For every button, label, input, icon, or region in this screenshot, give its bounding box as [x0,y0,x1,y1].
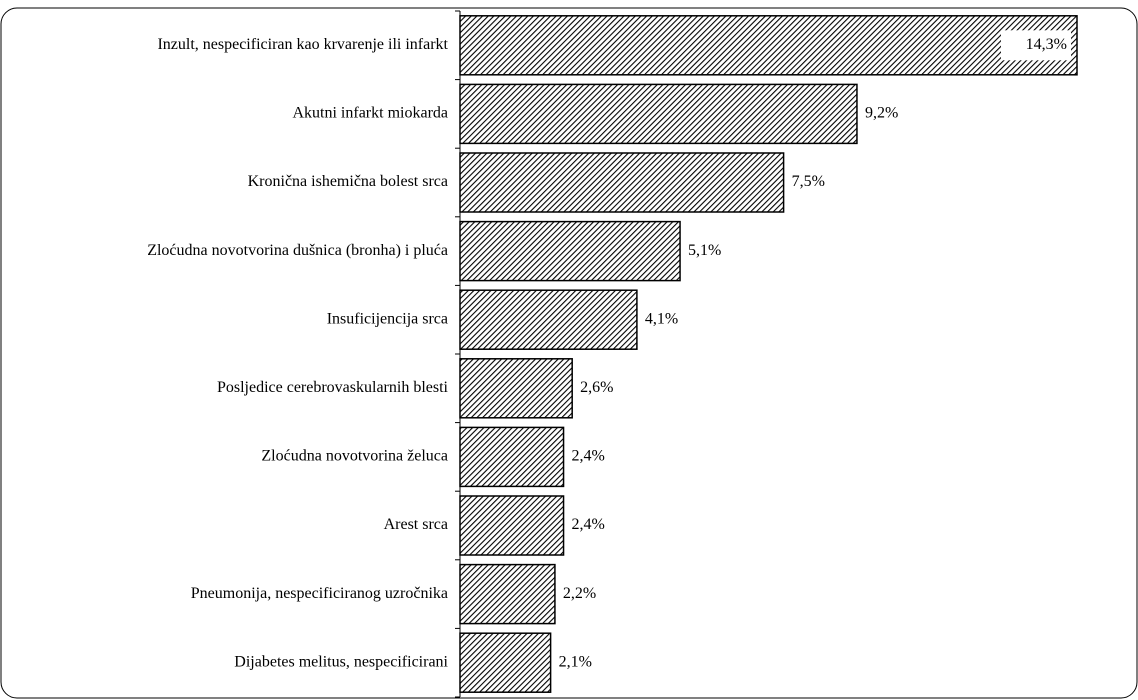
bar [459,426,565,488]
y-tick-label: Posljedice cerebrovaskularnih blesti [217,379,449,396]
value-label: 7,5% [792,173,825,190]
value-label: 2,4% [572,448,605,465]
value-label: 5,1% [688,242,721,259]
bar [459,152,785,213]
value-label: 2,6% [580,379,613,396]
bar [459,563,556,625]
y-tick-label: Dijabetes melitus, nespecificirani [234,653,448,670]
value-label: 2,2% [563,585,596,602]
y-tick-label: Pneumonija, nespecificiranog uzročnika [191,585,448,602]
y-tick-label: Zloćudna novotvorina dušnica (bronha) i … [147,242,448,259]
y-tick-label: Arest srca [384,516,448,533]
bar [459,15,1078,76]
y-tick-label: Zloćudna novotvorina želuca [261,448,448,465]
value-label: 2,4% [572,516,605,533]
y-tick-label: Insuficijencija srca [327,310,448,327]
value-label: 2,1% [559,653,592,670]
bar [459,83,858,145]
bar [459,495,565,556]
y-tick-label: Inzult, nespecificiran kao krvarenje ili… [157,36,448,53]
value-label: 4,1% [645,310,678,327]
value-label: 9,2% [865,105,898,122]
y-tick-label: Akutni infarkt miokarda [292,105,448,122]
bar [459,220,681,282]
chart-border [0,7,1138,699]
bar [459,358,573,419]
y-tick-label: Kronična ishemična bolest srca [248,173,448,190]
value-label-bg [1001,30,1071,61]
bar [459,289,638,350]
value-label: 14,3% [1026,36,1067,53]
bar [459,632,552,693]
